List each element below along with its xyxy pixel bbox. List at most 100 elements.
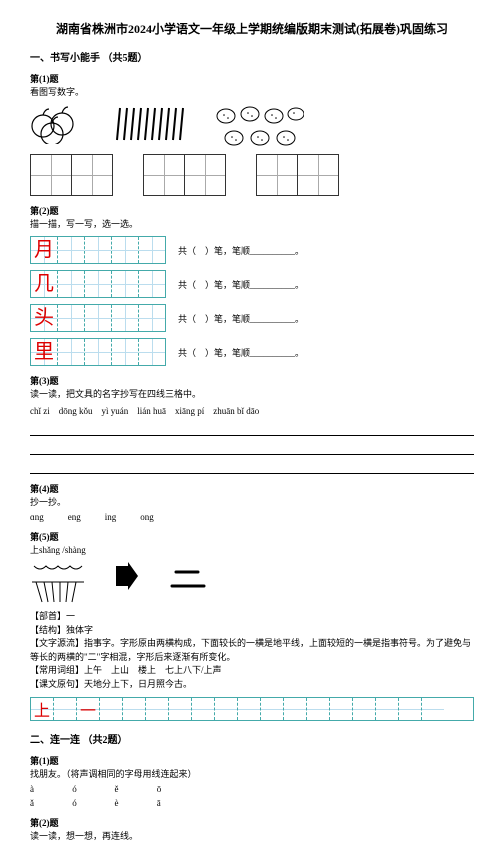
stroke-row: 头 共（ ）笔，笔顺__________。	[30, 304, 474, 332]
q1-images-row	[30, 104, 474, 150]
stroke-line-text: 共（ ）笔，笔顺__________。	[178, 278, 304, 291]
vowel: ong	[140, 512, 154, 522]
stroke-cell[interactable]	[58, 305, 85, 331]
stroke-cell[interactable]	[85, 339, 112, 365]
q3-pinyin: chǐ zi dōng kǒu yì yuán lián huā xiāng p…	[30, 404, 474, 417]
match-item[interactable]: ó	[72, 798, 112, 808]
q1-desc: 看图写数字。	[30, 85, 474, 98]
write-line[interactable]	[30, 442, 474, 455]
tian-cell[interactable]	[256, 154, 298, 196]
match-item[interactable]: ā	[157, 798, 197, 808]
info-struct-label: 【结构】	[30, 625, 66, 635]
grid-cell[interactable]	[399, 698, 422, 720]
match-item[interactable]: ō	[157, 784, 197, 794]
stroke-cell[interactable]	[85, 271, 112, 297]
grid-cell[interactable]	[261, 698, 284, 720]
info-origin-label: 【文字源流】	[30, 638, 84, 648]
tian-cell[interactable]	[184, 154, 226, 196]
grid-cell: 上	[31, 698, 54, 720]
match-row-1: à ó ě ō	[30, 784, 474, 794]
grid-cell[interactable]	[146, 698, 169, 720]
tian-cell[interactable]	[71, 154, 113, 196]
info-words: 上午 上山 楼上 七上八下/上声	[84, 665, 222, 675]
grid-cell[interactable]	[376, 698, 399, 720]
grid-char: 上	[34, 697, 50, 721]
q4-desc: 抄一抄。	[30, 495, 474, 508]
stroke-cell[interactable]	[85, 237, 112, 263]
match-row-2: ǎ ó è ā	[30, 798, 474, 808]
q2-desc: 描一描，写一写，选一选。	[30, 217, 474, 230]
grid-char: 一	[80, 697, 96, 721]
q3-desc: 读一读，把文具的名字抄写在四线三格中。	[30, 387, 474, 400]
vowel: ɑng	[30, 512, 44, 522]
info-sent: 天地分上下，日月照今古。	[84, 679, 192, 689]
q5-info: 【部首】一 【结构】独体字 【文字源流】指事字。字形原由两横构成，下面较长的一横…	[30, 610, 474, 691]
stroke-cell[interactable]	[112, 271, 139, 297]
stroke-cell[interactable]	[58, 339, 85, 365]
grid-cell[interactable]	[422, 698, 444, 720]
grid-cell[interactable]	[215, 698, 238, 720]
grid-cell[interactable]	[123, 698, 146, 720]
stroke-cells: 月	[30, 236, 166, 264]
q1-head: 第(1)题	[30, 72, 474, 85]
tian-cell[interactable]	[297, 154, 339, 196]
stroke-cell[interactable]	[139, 237, 165, 263]
stroke-char: 里	[34, 342, 54, 362]
match-item[interactable]: ě	[115, 784, 155, 794]
stroke-line-text: 共（ ）笔，笔顺__________。	[178, 346, 304, 359]
q4-head: 第(4)题	[30, 482, 474, 495]
grid-cell[interactable]	[307, 698, 330, 720]
tian-cell[interactable]	[30, 154, 72, 196]
s2q2-desc: 读一读，想一想，再连线。	[30, 829, 474, 842]
stroke-row: 月 共（ ）笔，笔顺__________。	[30, 236, 474, 264]
match-item[interactable]: ó	[72, 784, 112, 794]
stroke-cells: 里	[30, 338, 166, 366]
vowel: ing	[105, 512, 117, 522]
stroke-cell[interactable]	[58, 271, 85, 297]
stroke-cell[interactable]	[112, 237, 139, 263]
info-sent-label: 【课文原句】	[30, 679, 84, 689]
apples-icon	[30, 104, 84, 144]
potatoes-icon	[214, 104, 304, 150]
stroke-char: 几	[34, 274, 54, 294]
match-item[interactable]: à	[30, 784, 70, 794]
stroke-cell: 几	[31, 271, 58, 297]
grid-cell[interactable]	[330, 698, 353, 720]
match-item[interactable]: è	[115, 798, 155, 808]
stroke-cell[interactable]	[112, 305, 139, 331]
stroke-cells: 头	[30, 304, 166, 332]
write-line[interactable]	[30, 461, 474, 474]
stroke-cell[interactable]	[139, 305, 165, 331]
grid-cell[interactable]	[169, 698, 192, 720]
info-struct: 独体字	[66, 625, 93, 635]
info-words-label: 【常用词组】	[30, 665, 84, 675]
grid-cell[interactable]	[54, 698, 77, 720]
section-1-header: 一、书写小能手 （共5题）	[30, 49, 474, 64]
page-title: 湖南省株洲市2024小学语文一年级上学期统编版期末测试(拓展卷)巩固练习	[30, 20, 474, 37]
write-line[interactable]	[30, 423, 474, 436]
grid-cell[interactable]	[100, 698, 123, 720]
q5-images-row	[30, 562, 474, 606]
section-2-header: 二、连一连 （共2题）	[30, 731, 474, 746]
info-origin: 指事字。字形原由两横构成，下面较长的一横是地平线，上面较短的一横是指事符号。为了…	[30, 638, 471, 662]
grid-cell[interactable]	[238, 698, 261, 720]
field-icon	[30, 562, 86, 606]
stroke-line-text: 共（ ）笔，笔顺__________。	[178, 244, 304, 257]
stroke-cell: 头	[31, 305, 58, 331]
tian-cell[interactable]	[143, 154, 185, 196]
grid-cell[interactable]	[353, 698, 376, 720]
arrow-icon	[116, 562, 138, 590]
two-strokes-icon	[168, 562, 208, 596]
stroke-cell[interactable]	[139, 339, 165, 365]
stroke-cell[interactable]	[58, 237, 85, 263]
stroke-cell[interactable]	[85, 305, 112, 331]
stroke-char: 头	[34, 308, 54, 328]
stroke-cell[interactable]	[112, 339, 139, 365]
grid-cell[interactable]	[284, 698, 307, 720]
q5-head: 第(5)题	[30, 530, 474, 543]
q4-vowels: ɑng eng ing ong	[30, 512, 474, 522]
stroke-cell[interactable]	[139, 271, 165, 297]
match-item[interactable]: ǎ	[30, 798, 70, 808]
q5-desc: 上shǎng /shàng	[30, 543, 474, 556]
grid-cell[interactable]	[192, 698, 215, 720]
